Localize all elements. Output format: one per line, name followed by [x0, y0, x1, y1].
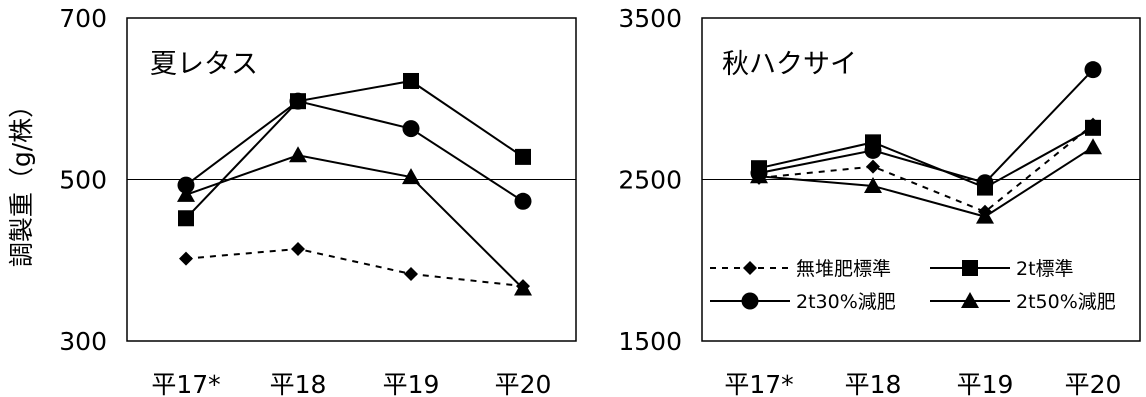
- series-line: [185, 79, 524, 219]
- y-tick-label: 500: [59, 166, 107, 195]
- series-line: [758, 123, 1094, 213]
- legend-marker-circle: [741, 292, 759, 310]
- legend-label: 2t30%減肥: [796, 291, 896, 313]
- data-point-triangle: [750, 167, 768, 184]
- panel-title-left: 夏レタス: [150, 49, 258, 80]
- series-line: [185, 247, 524, 288]
- data-point-circle: [514, 192, 532, 210]
- x-tick-label: 平18: [270, 370, 327, 397]
- y-tick-label: 1500: [618, 327, 682, 356]
- x-tick-label: 平17*: [724, 370, 793, 397]
- data-point-square: [178, 210, 194, 227]
- data-point-triangle: [289, 146, 307, 163]
- data-point-circle: [177, 176, 195, 194]
- data-point-circle: [976, 174, 994, 192]
- data-point-triangle: [514, 279, 532, 296]
- data-point-triangle: [1084, 138, 1102, 155]
- legend-label: 2t50%減肥: [1016, 291, 1116, 313]
- y-tick-label: 3500: [618, 4, 682, 33]
- data-point-triangle: [976, 207, 994, 224]
- x-tick-label: 平18: [845, 370, 902, 397]
- x-tick-label: 平19: [383, 370, 440, 397]
- series-line: [758, 146, 1094, 218]
- legend-label: 2t標準: [1016, 258, 1074, 280]
- x-tick-label: 平19: [957, 370, 1014, 397]
- x-tick-label: 平17*: [151, 370, 220, 397]
- data-point-circle: [1084, 61, 1102, 79]
- data-point-circle: [864, 141, 882, 159]
- data-point-triangle: [177, 185, 195, 202]
- legend-label: 無堆肥標準: [796, 258, 891, 280]
- data-point-triangle: [864, 176, 882, 193]
- legend-marker-diamond: [743, 261, 757, 275]
- series-line: [758, 126, 1094, 189]
- legend: 無堆肥標準 2t標準 2t30%減肥 2t50%減肥: [710, 258, 1116, 313]
- x-tick-label: 平20: [1065, 370, 1122, 397]
- data-point-diamond: [179, 251, 193, 266]
- data-point-diamond: [404, 266, 418, 281]
- legend-marker-square: [962, 260, 978, 276]
- data-point-triangle: [402, 168, 420, 185]
- panel-title-right: 秋ハクサイ: [722, 49, 857, 80]
- data-point-diamond: [291, 241, 305, 256]
- y-tick-label: 300: [59, 327, 107, 356]
- legend-marker-triangle: [961, 292, 979, 308]
- panel-summer-lettuce: 夏レタス 300 500 700 平17* 平18 平19 平20: [59, 4, 577, 397]
- data-point-circle: [289, 92, 307, 110]
- x-tick-label: 平20: [495, 370, 552, 397]
- data-point-circle: [402, 120, 420, 138]
- data-point-square: [1085, 119, 1101, 136]
- y-tick-label: 700: [59, 4, 107, 33]
- data-point-square: [515, 148, 531, 165]
- data-point-square: [403, 72, 419, 89]
- data-point-diamond: [866, 159, 880, 174]
- series-line: [185, 154, 524, 290]
- series-line: [185, 100, 524, 203]
- y-axis-label: 調製重（g/株）: [7, 93, 36, 267]
- y-tick-label: 2500: [618, 166, 682, 195]
- series-line: [758, 68, 1094, 184]
- panel-autumn-chinese-cabbage: 秋ハクサイ 1500 2500 3500 平17* 平18 平19 平20 無堆肥標準 2t…: [618, 4, 1141, 397]
